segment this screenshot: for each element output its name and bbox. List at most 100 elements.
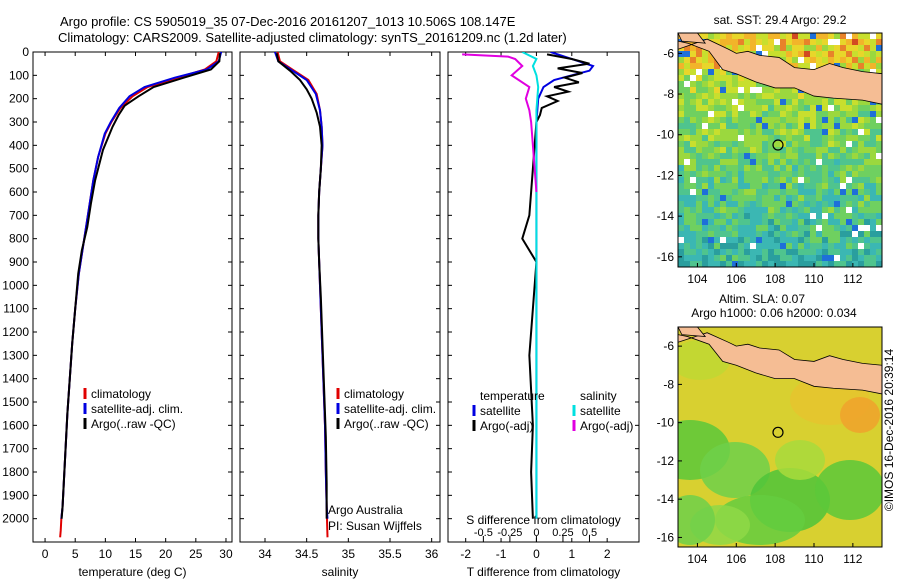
y-tick-label: -14 (657, 492, 675, 506)
series-line-2 (275, 52, 328, 519)
sst-cell (798, 135, 804, 141)
sst-cell (732, 93, 738, 99)
x-tick-label: 30 (219, 547, 233, 561)
sst-cell (756, 261, 762, 267)
sst-cell (870, 219, 876, 225)
sst-cell (822, 183, 828, 189)
sst-cell (696, 243, 702, 249)
y-tick-label: 600 (9, 185, 29, 199)
sst-cell (750, 255, 756, 261)
sst-cell (708, 105, 714, 111)
sst-cell (816, 129, 822, 135)
sst-cell (684, 231, 690, 237)
sst-cell (780, 225, 786, 231)
sst-cell (876, 141, 882, 147)
x-tick-label: 20 (159, 547, 173, 561)
sst-cell (708, 75, 714, 81)
sst-cell (810, 243, 816, 249)
sst-cell (732, 87, 738, 93)
sst-cell (750, 93, 756, 99)
sst-cell (690, 69, 696, 75)
sst-cell (678, 99, 684, 105)
sst-cell (792, 33, 798, 39)
sst-cell (678, 81, 684, 87)
sst-cell (846, 123, 852, 129)
sst-cell (714, 123, 720, 129)
sst-cell (834, 255, 840, 261)
sst-cell (834, 231, 840, 237)
sst-cell (870, 111, 876, 117)
sst-cell (864, 261, 870, 267)
sst-cell (822, 45, 828, 51)
sst-cell (696, 201, 702, 207)
sst-cell (852, 237, 858, 243)
sst-cell (744, 231, 750, 237)
sst-cell (720, 183, 726, 189)
sst-cell (780, 117, 786, 123)
sst-cell (684, 219, 690, 225)
x-tick-label: 112 (843, 552, 862, 566)
sst-cell (750, 207, 756, 213)
x-tick-label: 110 (804, 552, 823, 566)
sst-cell (798, 177, 804, 183)
y-tick-label: -16 (657, 250, 675, 264)
argo-float-marker-icon (772, 139, 784, 151)
sst-cell (750, 231, 756, 237)
sst-cell (774, 159, 780, 165)
sst-cell (828, 159, 834, 165)
sst-cell (798, 171, 804, 177)
sst-cell (864, 183, 870, 189)
sst-cell (690, 201, 696, 207)
sst-cell (768, 261, 774, 267)
sst-cell (768, 177, 774, 183)
sst-cell (768, 249, 774, 255)
x-axis-label: temperature (deg C) (78, 565, 186, 579)
sst-cell (816, 147, 822, 153)
sst-cell (792, 177, 798, 183)
map-field (678, 327, 882, 547)
annotation-text: PI: Susan Wijffels (328, 519, 422, 533)
sst-cell (774, 255, 780, 261)
sst-cell (786, 129, 792, 135)
sst-cell (702, 75, 708, 81)
sst-cell (828, 249, 834, 255)
sst-cell (774, 87, 780, 93)
sst-cell (696, 75, 702, 81)
sst-cell (804, 219, 810, 225)
sst-cell (816, 243, 822, 249)
sla-blob (815, 460, 882, 520)
sst-cell (684, 153, 690, 159)
sst-cell (798, 105, 804, 111)
sst-cell (786, 237, 792, 243)
sst-cell (678, 93, 684, 99)
sst-cell (852, 135, 858, 141)
sst-cell (684, 81, 690, 87)
sst-cell (714, 93, 720, 99)
sst-cell (714, 165, 720, 171)
sst-cell (708, 93, 714, 99)
sst-cell (768, 87, 774, 93)
sst-cell (762, 135, 768, 141)
sst-cell (786, 165, 792, 171)
sst-cell (702, 111, 708, 117)
sst-cell (684, 243, 690, 249)
y-tick-label: 1100 (3, 302, 29, 316)
sst-cell (798, 255, 804, 261)
sst-cell (696, 207, 702, 213)
salinity-panel: 34 34.5 35 35.5 36 salinity climatologysatelli… (239, 51, 441, 579)
sst-cell (756, 129, 762, 135)
sst-cell (876, 237, 882, 243)
sst-cell (786, 261, 792, 267)
sst-cell (738, 129, 744, 135)
sst-cell (816, 171, 822, 177)
sst-cell (822, 255, 828, 261)
sst-cell (684, 129, 690, 135)
secondary-tick-label: -0.25 (497, 527, 522, 539)
sst-cell (876, 147, 882, 153)
sst-cell (732, 153, 738, 159)
sst-cell (786, 123, 792, 129)
sst-cell (732, 159, 738, 165)
sst-cell (720, 171, 726, 177)
sst-cell (798, 219, 804, 225)
sst-cell (822, 219, 828, 225)
